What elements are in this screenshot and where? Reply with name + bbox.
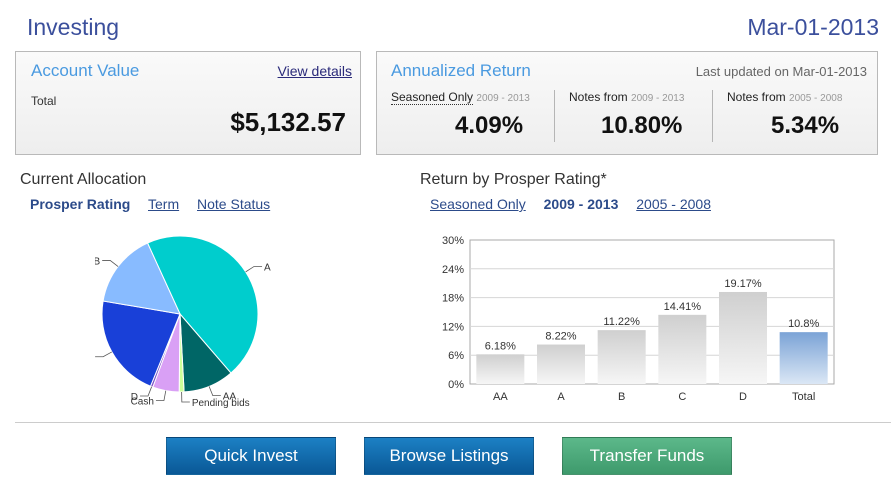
bar-value-label: 19.17% [724,278,762,290]
tab-2009-2013[interactable]: 2009 - 2013 [543,196,619,212]
account-value-title: Account Value [31,61,140,80]
return-value: 5.34% [771,112,840,139]
y-tick-label: 30% [442,235,464,247]
tab-note-status[interactable]: Note Status [197,196,271,212]
rating-return-tabs: Seasoned Only 2009 - 2013 2005 - 2008 [430,196,725,212]
return-label[interactable]: Seasoned Only [391,90,474,105]
bar-value-label: 6.18% [485,340,516,352]
bar-total[interactable] [779,332,828,384]
return-label: Notes from [569,90,628,104]
tab-seasoned-only[interactable]: Seasoned Only [430,196,526,212]
plot-area [469,239,835,385]
pie-slice-a[interactable] [146,235,259,374]
annualized-return-panel: Annualized Return Last updated on Mar-01… [376,51,878,155]
y-tick-label: 12% [442,321,464,333]
return-years: 2005 - 2008 [789,93,843,104]
pie-label-b: B [95,256,101,267]
return-bar-chart: 0% 6% 12% 18% 24% 30% 6.18% AA 8.22% A 11.22% B 14.4… [442,235,835,403]
bar-c[interactable] [658,314,707,384]
return-value: 10.80% [601,112,683,139]
return-label: Notes from [727,90,786,104]
bar-value-label: 8.22% [545,331,576,343]
view-details-link[interactable]: View details [277,63,352,79]
total-value: $5,132.57 [230,107,346,137]
page-title: Investing [27,14,120,40]
tab-2005-2008[interactable]: 2005 - 2008 [636,196,711,212]
bar-value-label: 11.22% [603,316,640,328]
x-tick-label: A [557,391,565,403]
bar-a[interactable] [537,344,585,384]
return-divider [712,90,713,142]
y-tick-label: 6% [448,350,464,362]
browse-listings-button[interactable]: Browse Listings [364,437,534,475]
pie-label-a: A [264,262,271,273]
pie-leader-line [95,351,113,358]
page-date: Mar-01-2013 [747,14,879,40]
pie-slice-b[interactable] [102,242,181,315]
pie-leader-line [155,390,167,401]
return-by-rating-title: Return by Prosper Rating* [420,171,607,188]
y-tick-label: 18% [442,293,464,305]
bar-aa[interactable] [476,354,525,384]
pie-label-aa: AA [223,392,237,403]
current-allocation-title: Current Allocation [20,171,147,188]
transfer-funds-button[interactable]: Transfer Funds [562,437,732,475]
return-years: 2009 - 2013 [476,93,530,104]
pie-leader-line [181,391,190,403]
bar-d[interactable] [719,291,767,384]
pie-label-d: D [131,392,138,403]
pie-slice-c[interactable] [101,300,181,387]
x-tick-label: D [739,391,747,403]
y-tick-label: 0% [448,379,464,391]
return-notes-2005-2008: Notes from 2005 - 2008 5.34% [727,90,872,142]
return-years: 2009 - 2013 [631,93,685,104]
quick-invest-button[interactable]: Quick Invest [166,437,336,475]
return-value: 4.09% [455,112,524,139]
return-divider [554,90,555,142]
x-tick-label: Total [792,391,815,403]
y-tick-label: 24% [442,264,464,276]
x-tick-label: C [678,391,686,403]
x-tick-label: B [618,391,625,403]
annualized-return-title: Annualized Return [391,61,531,80]
account-value-panel: Account Value View details Total $5,132.… [15,51,361,155]
bar-value-label: 10.8% [788,318,819,330]
pie-label-pending-bids: Pending bids [192,398,250,409]
last-updated: Last updated on Mar-01-2013 [695,64,867,79]
section-divider [15,422,891,423]
pie-leader-line [102,260,119,267]
x-tick-label: AA [493,391,508,403]
tab-term[interactable]: Term [148,196,180,212]
return-notes-2009-2013: Notes from 2009 - 2013 10.80% [569,90,714,142]
pie-leader-line [245,266,263,273]
tab-prosper-rating[interactable]: Prosper Rating [30,196,131,212]
allocation-tabs: Prosper Rating Term Note Status [30,196,284,212]
pie-label-cash: Cash [131,397,154,408]
bar-value-label: 14.41% [664,301,702,313]
bar-b[interactable] [597,330,646,384]
total-label: Total [31,94,57,108]
return-seasoned-only: Seasoned Only 2009 - 2013 4.09% [391,90,551,142]
pie-leader-line [140,386,153,397]
pie-leader-line [208,386,221,397]
